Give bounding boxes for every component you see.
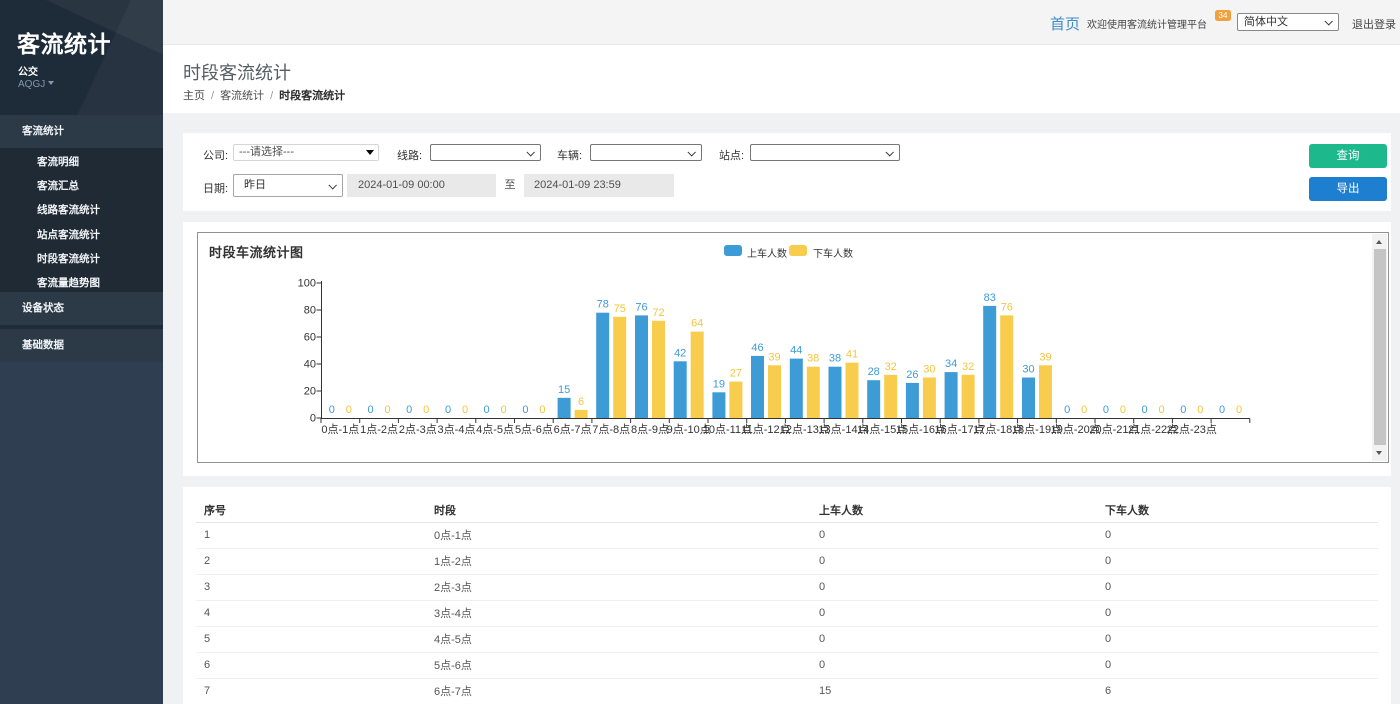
- svg-text:40: 40: [304, 359, 316, 371]
- svg-text:11点-12点: 11点-12点: [741, 423, 790, 436]
- svg-text:30: 30: [923, 364, 935, 376]
- svg-text:0: 0: [1159, 404, 1165, 416]
- svg-text:0: 0: [539, 404, 545, 416]
- svg-text:22点-23点: 22点-23点: [1167, 423, 1217, 436]
- svg-text:18点-19点: 18点-19点: [1012, 423, 1062, 436]
- svg-text:38: 38: [807, 353, 819, 365]
- svg-text:4点-5点: 4点-5点: [476, 423, 514, 436]
- svg-text:30: 30: [1022, 364, 1034, 376]
- svg-text:34: 34: [945, 358, 957, 370]
- svg-text:80: 80: [304, 305, 316, 317]
- svg-text:6: 6: [578, 396, 584, 408]
- svg-text:1点-2点: 1点-2点: [360, 423, 398, 436]
- svg-text:0: 0: [1142, 404, 1148, 416]
- svg-text:27: 27: [730, 368, 742, 380]
- svg-text:44: 44: [790, 345, 802, 357]
- svg-text:15点-16点: 15点-16点: [896, 423, 946, 436]
- svg-text:46: 46: [751, 342, 763, 354]
- svg-text:0: 0: [329, 404, 335, 416]
- svg-text:76: 76: [635, 301, 647, 313]
- svg-text:21点-22点: 21点-22点: [1128, 423, 1178, 436]
- svg-text:83: 83: [984, 292, 996, 304]
- svg-text:39: 39: [1039, 351, 1051, 363]
- svg-text:16点-17点: 16点-17点: [935, 423, 985, 436]
- svg-text:100: 100: [298, 278, 316, 290]
- svg-text:72: 72: [652, 307, 664, 319]
- svg-text:32: 32: [962, 361, 974, 373]
- svg-text:3点-4点: 3点-4点: [438, 423, 476, 436]
- svg-text:26: 26: [906, 369, 918, 381]
- svg-text:0: 0: [1120, 404, 1126, 416]
- svg-text:32: 32: [885, 361, 897, 373]
- svg-text:12点-13点: 12点-13点: [780, 423, 830, 436]
- svg-text:0: 0: [484, 404, 490, 416]
- svg-text:0: 0: [406, 404, 412, 416]
- svg-text:0: 0: [445, 404, 451, 416]
- svg-text:0: 0: [1197, 404, 1203, 416]
- svg-text:15: 15: [558, 384, 570, 396]
- svg-text:9点-10点: 9点-10点: [667, 423, 711, 436]
- svg-text:76: 76: [1001, 301, 1013, 313]
- svg-text:0: 0: [1219, 404, 1225, 416]
- svg-text:0: 0: [462, 404, 468, 416]
- svg-text:8点-9点: 8点-9点: [631, 423, 669, 436]
- svg-text:20点-21点: 20点-21点: [1089, 423, 1139, 436]
- svg-text:10点-11点: 10点-11点: [703, 423, 752, 436]
- svg-text:42: 42: [674, 347, 686, 359]
- svg-text:0: 0: [310, 413, 316, 425]
- svg-text:0: 0: [501, 404, 507, 416]
- svg-text:0: 0: [385, 404, 391, 416]
- svg-text:39: 39: [768, 351, 780, 363]
- svg-text:20: 20: [304, 386, 316, 398]
- svg-text:0: 0: [1180, 404, 1186, 416]
- svg-text:0: 0: [522, 404, 528, 416]
- svg-text:28: 28: [868, 366, 880, 378]
- svg-text:17点-18点: 17点-18点: [973, 423, 1023, 436]
- svg-text:0: 0: [423, 404, 429, 416]
- svg-text:5点-6点: 5点-6点: [515, 423, 553, 436]
- svg-text:0: 0: [1236, 404, 1242, 416]
- svg-text:0: 0: [1103, 404, 1109, 416]
- svg-text:0: 0: [368, 404, 374, 416]
- svg-text:0: 0: [346, 404, 352, 416]
- svg-text:75: 75: [614, 303, 626, 315]
- svg-text:13点-14点: 13点-14点: [818, 423, 868, 436]
- svg-text:14点-15点: 14点-15点: [857, 423, 907, 436]
- svg-text:19: 19: [713, 378, 725, 390]
- svg-text:41: 41: [846, 349, 858, 361]
- svg-text:0: 0: [1064, 404, 1070, 416]
- svg-text:7点-8点: 7点-8点: [592, 423, 630, 436]
- svg-text:2点-3点: 2点-3点: [399, 423, 437, 436]
- svg-text:0: 0: [1081, 404, 1087, 416]
- svg-text:6点-7点: 6点-7点: [554, 423, 592, 436]
- svg-text:60: 60: [304, 332, 316, 344]
- svg-text:38: 38: [829, 353, 841, 365]
- svg-text:78: 78: [597, 299, 609, 311]
- svg-text:19点-20点: 19点-20点: [1051, 423, 1101, 436]
- svg-text:64: 64: [691, 318, 703, 330]
- svg-text:0点-1点: 0点-1点: [321, 423, 359, 436]
